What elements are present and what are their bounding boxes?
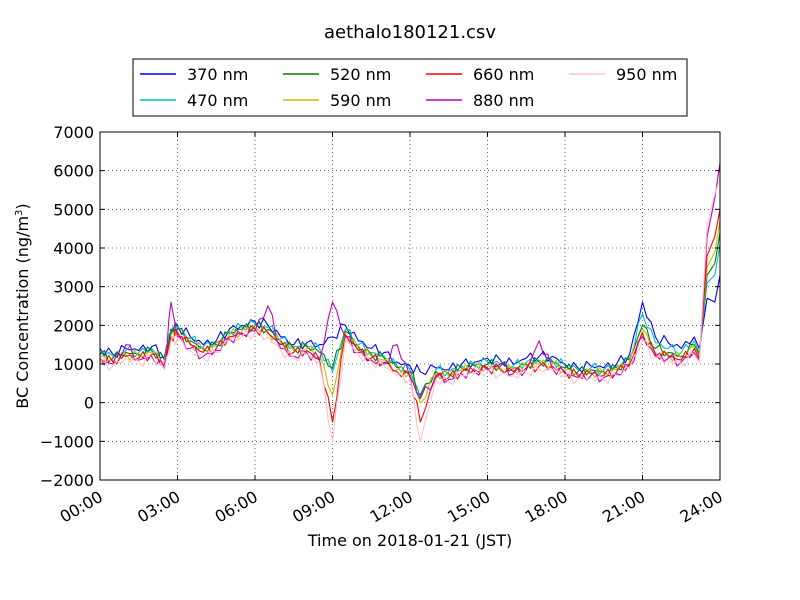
y-tick-label: −1000	[40, 432, 94, 451]
chart-title: aethalo180121.csv	[324, 22, 496, 43]
legend-box	[132, 58, 688, 117]
legend-label: 470 nm	[187, 91, 248, 110]
y-axis-label-main: BC Concentration (ng/m	[13, 216, 32, 409]
legend-label: 950 nm	[616, 65, 677, 84]
y-tick-label: 3000	[53, 278, 94, 297]
y-tick-label: 2000	[53, 316, 94, 335]
legend-label: 520 nm	[330, 65, 391, 84]
y-axis-label-superscript: 3	[14, 210, 25, 216]
legend: 370 nm 470 nm 520 nm 590 nm 660 nm 880 nm 950 …	[132, 58, 688, 117]
legend-label: 660 nm	[473, 65, 534, 84]
y-axis: −2000 −1000 0 1000 2000 3000 4000 5000 6000 7000	[40, 123, 720, 490]
x-axis-label: Time on 2018-01-21 (JST)	[307, 531, 512, 550]
y-tick-label: 1000	[53, 355, 94, 374]
legend-label: 370 nm	[187, 65, 248, 84]
series-layer	[99, 162, 721, 442]
y-axis-label: BC Concentration (ng/m3)	[13, 203, 32, 408]
series-line-660-nm	[99, 209, 721, 423]
y-tick-label: −2000	[40, 471, 94, 490]
series-line-950-nm	[99, 178, 721, 442]
y-axis-label-suffix: )	[13, 203, 32, 209]
series-line-370-nm	[99, 274, 721, 376]
y-tick-label: 5000	[53, 200, 94, 219]
y-tick-label: 4000	[53, 239, 94, 258]
series-line-520-nm	[99, 232, 721, 396]
y-tick-label: 0	[84, 394, 94, 413]
legend-label: 880 nm	[473, 91, 534, 110]
y-tick-label: 6000	[53, 162, 94, 181]
legend-entries: 370 nm 470 nm 520 nm 590 nm 660 nm 880 nm 950 …	[140, 65, 677, 110]
legend-label: 590 nm	[330, 91, 391, 110]
series-line-880-nm	[99, 162, 721, 400]
y-tick-label: 7000	[53, 123, 94, 142]
